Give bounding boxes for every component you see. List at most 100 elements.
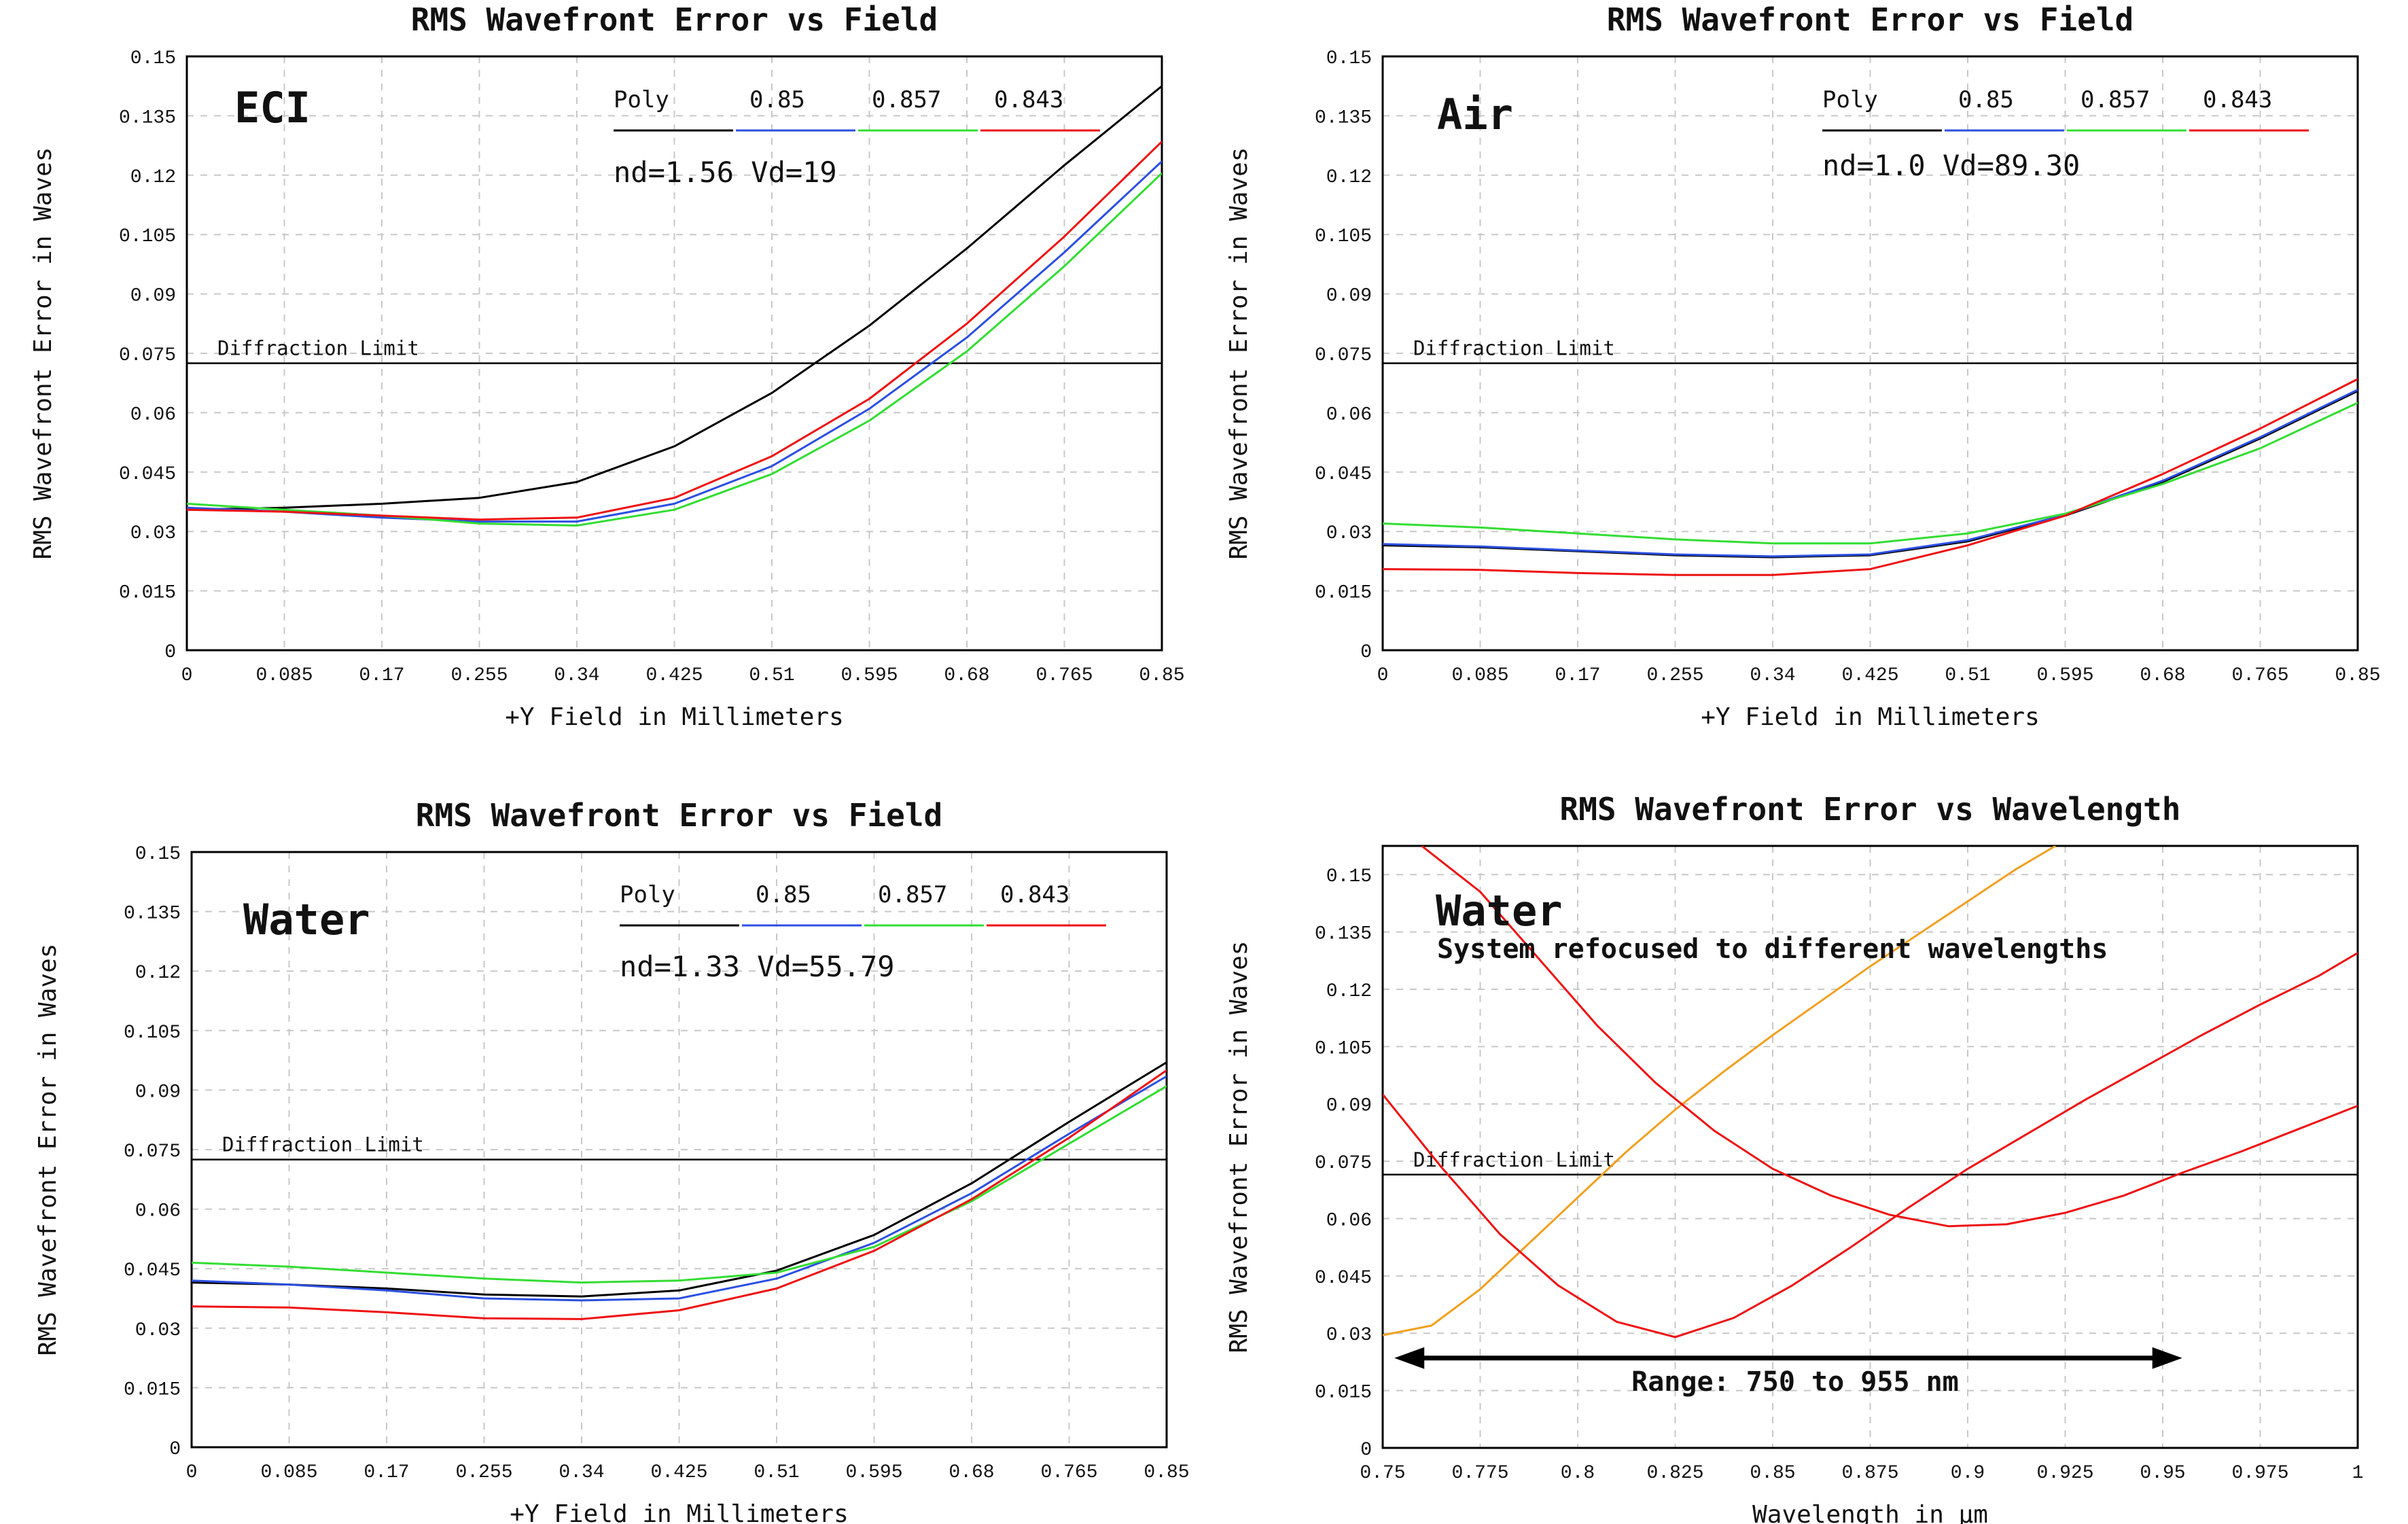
x-tick-label: 0 — [181, 665, 193, 686]
x-tick-label: 0.765 — [1035, 665, 1093, 686]
range-arrow-head-right — [2152, 1347, 2182, 1369]
x-tick-label: 0.85 — [1750, 1463, 1795, 1484]
series-line-0-85 — [1383, 389, 2358, 558]
x-tick-label: 0.17 — [364, 1462, 409, 1483]
glass-parameters-note: nd=1.0 Vd=89.30 — [1822, 149, 2080, 182]
x-axis-label: +Y Field in Millimeters — [510, 1500, 849, 1524]
x-tick-label: 0.51 — [1945, 665, 1990, 686]
diffraction-limit-label: Diffraction Limit — [1413, 1148, 1615, 1171]
legend-entry: 0.857 — [872, 86, 941, 113]
x-tick-label: 0.85 — [1144, 1462, 1189, 1483]
y-tick-label: 0.03 — [135, 1320, 181, 1341]
y-tick-label: 0.12 — [130, 167, 176, 188]
x-tick-label: 0.425 — [645, 665, 703, 686]
series-line-0-843 — [187, 141, 1162, 521]
legend-entry: 0.857 — [2081, 86, 2150, 113]
y-tick-label: 0.06 — [130, 404, 176, 425]
x-tick-label: 0.51 — [754, 1462, 799, 1483]
series-line-0-843 — [1383, 378, 2358, 576]
x-tick-label: 0.9 — [1951, 1463, 1985, 1484]
y-tick-label: 0 — [1360, 1440, 1372, 1461]
chart-subtitle: System refocused to different wavelength… — [1437, 934, 2108, 965]
plot-frame — [185, 55, 1163, 652]
series-line-0-85 — [192, 1075, 1167, 1302]
y-tick-label: 0.105 — [119, 226, 176, 247]
y-tick-label: 0.105 — [1315, 1038, 1372, 1059]
y-tick-label: 0.015 — [1315, 1383, 1372, 1404]
series-line-curve-3 — [1383, 952, 2358, 1339]
y-tick-label: 0.03 — [1326, 523, 1372, 544]
y-tick-label: 0.12 — [1326, 981, 1372, 1002]
diffraction-limit-label: Diffraction Limit — [222, 1133, 424, 1156]
legend-entry: Poly — [614, 86, 669, 113]
y-tick-label: 0.045 — [1315, 1268, 1372, 1289]
y-tick-label: 0.045 — [1315, 464, 1372, 485]
glass-parameters-note: nd=1.56 Vd=19 — [614, 156, 837, 189]
chart-title: RMS Wavefront Error vs Field — [416, 797, 942, 834]
medium-label: Air — [1437, 90, 1513, 139]
x-axis-label: +Y Field in Millimeters — [505, 703, 844, 731]
y-tick-label: 0.135 — [1315, 107, 1372, 128]
range-annotation-label: Range: 750 to 955 nm — [1631, 1366, 1959, 1398]
y-tick-label: 0.075 — [1315, 345, 1372, 366]
chart-panel-water-field: 0 0.085 0.17 0.255 0.34 0.425 0.51 0.595 0.68 0.7… — [34, 797, 1190, 1524]
curve-group — [1383, 378, 2358, 576]
chart-panel-eci: 0 0.085 0.17 0.255 0.34 0.425 0.51 0.595 0.68 0.7… — [29, 1, 1185, 731]
x-tick-label: 0.34 — [554, 665, 599, 686]
x-tick-label: 0.775 — [1451, 1463, 1508, 1484]
y-tick-label: 0.15 — [135, 844, 181, 865]
y-tick-label: 0.015 — [1315, 583, 1372, 604]
legend-entry: 0.857 — [878, 881, 947, 908]
medium-label: ECI — [234, 83, 311, 132]
x-tick-label: 0.425 — [1841, 665, 1898, 686]
x-tick-label: 0.75 — [1360, 1463, 1405, 1484]
legend-entry: Poly — [620, 881, 675, 908]
y-tick-label: 0.075 — [124, 1141, 181, 1163]
series-line-0-857 — [1383, 402, 2358, 545]
y-tick-label: 0.075 — [119, 345, 176, 366]
x-tick-label: 0.68 — [944, 665, 989, 686]
x-tick-label: 0.85 — [2335, 665, 2380, 686]
curve-group — [1383, 846, 2358, 1339]
y-axis-label: RMS Wavefront Error in Waves — [34, 944, 62, 1356]
chart-title: RMS Wavefront Error vs Field — [1607, 1, 2133, 38]
x-tick-label: 0.595 — [2036, 665, 2093, 686]
x-tick-label: 0.085 — [1451, 665, 1508, 686]
medium-label: Water — [1436, 886, 1563, 936]
y-tick-label: 0.15 — [1326, 48, 1372, 69]
y-tick-label: 0.15 — [130, 48, 176, 69]
x-tick-label: 0.085 — [260, 1462, 317, 1483]
y-tick-label: 0.09 — [135, 1082, 181, 1103]
medium-label: Water — [243, 895, 370, 944]
y-axis-label: RMS Wavefront Error in Waves — [29, 147, 57, 560]
x-tick-label: 0.85 — [1139, 665, 1184, 686]
y-tick-label: 0.15 — [1326, 866, 1372, 887]
x-tick-label: 0.8 — [1561, 1463, 1595, 1484]
x-tick-label: 0.255 — [1646, 665, 1703, 686]
y-tick-label: 0 — [169, 1439, 181, 1460]
x-tick-label: 0.765 — [2231, 665, 2288, 686]
x-tick-label: 0.17 — [359, 665, 404, 686]
series-line-0-85 — [187, 160, 1162, 523]
diffraction-limit-label: Diffraction Limit — [217, 337, 419, 360]
glass-parameters-note: nd=1.33 Vd=55.79 — [620, 950, 895, 983]
legend-entry: 0.843 — [2203, 86, 2272, 113]
x-tick-label: 0.34 — [1750, 665, 1795, 686]
y-tick-label: 0.015 — [124, 1379, 181, 1400]
y-tick-label: 0 — [1360, 642, 1372, 663]
y-tick-label: 0.105 — [1315, 226, 1372, 247]
plot-frame — [190, 851, 1168, 1449]
chart-title: RMS Wavefront Error vs Field — [411, 1, 938, 38]
x-tick-label: 0.425 — [650, 1462, 707, 1483]
x-tick-label: 0.975 — [2231, 1463, 2288, 1484]
y-tick-label: 0 — [164, 642, 176, 663]
y-tick-label: 0.06 — [1326, 404, 1372, 425]
x-tick-label: 0.255 — [450, 665, 508, 686]
series-line-0-857 — [192, 1085, 1167, 1284]
series-line-0-843 — [192, 1069, 1167, 1320]
legend-entry: 0.843 — [994, 86, 1063, 113]
y-tick-label: 0.135 — [119, 107, 176, 128]
y-tick-label: 0.105 — [124, 1023, 181, 1044]
chart-title: RMS Wavefront Error vs Wavelength — [1560, 791, 2181, 828]
plot-frame — [1381, 55, 2359, 652]
